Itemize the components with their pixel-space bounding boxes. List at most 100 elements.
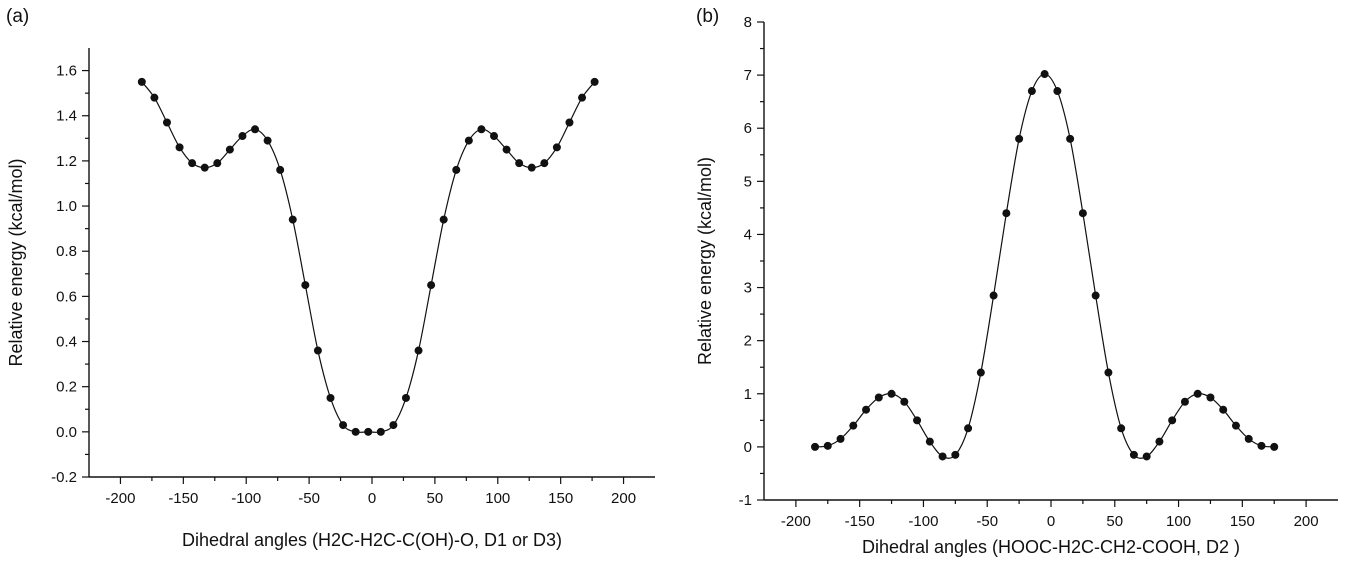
data-point [849, 421, 858, 430]
y-tick-label: 1.4 [56, 108, 77, 125]
y-axis-title: Relative energy (kcal/mol) [6, 158, 26, 366]
data-point [213, 159, 222, 168]
data-point [862, 405, 871, 414]
data-point [1104, 368, 1113, 377]
data-point [1002, 209, 1011, 218]
data-point [1027, 87, 1036, 96]
y-tick-label: -1 [739, 492, 752, 509]
data-point [1129, 450, 1138, 459]
x-tick-label: 200 [1294, 513, 1319, 530]
y-tick-label: 3 [744, 280, 752, 297]
data-point [477, 125, 486, 134]
data-point [351, 427, 360, 436]
x-tick-label: 100 [1166, 513, 1191, 530]
y-tick-label: 7 [744, 67, 752, 84]
data-point [490, 132, 499, 141]
data-point [389, 421, 398, 430]
data-point [1078, 209, 1087, 218]
data-point [439, 215, 448, 224]
x-tick-label: 0 [1047, 513, 1055, 530]
chart-a-svg: -200 -150 -100 -50 0 50 100 150 200 -0.2 0.0 0.2 0.4… [6, 48, 655, 550]
chart-b-svg: -200 -150 -100 -50 0 50 100 150 200 -1 0 1 2 3 4 5 6 7 8 Di… [695, 14, 1338, 557]
y-tick-label: 0.0 [56, 424, 77, 441]
data-point [527, 163, 536, 172]
data-point [925, 437, 934, 446]
data-point [1091, 291, 1100, 300]
data-point [938, 452, 947, 461]
data-point [464, 136, 473, 145]
data-point [578, 93, 587, 102]
x-tick-label: 100 [485, 490, 510, 507]
data-point [887, 389, 896, 398]
data-point [590, 77, 599, 86]
data-point [515, 159, 524, 168]
data-point [1206, 393, 1215, 402]
data-point [1168, 416, 1177, 425]
data-point [326, 393, 335, 402]
data-point [1066, 134, 1075, 143]
panel-label: (a) [6, 6, 30, 27]
series-line [814, 73, 1275, 459]
data-point [276, 165, 285, 174]
data-point [414, 346, 423, 355]
x-axis-title: Dihedral angles (H2C-H2C-C(OH)-O, D1 or … [182, 530, 562, 550]
x-tick-label: 50 [427, 490, 444, 507]
data-point [364, 427, 373, 436]
y-tick-label: 1 [744, 386, 752, 403]
data-point [427, 281, 436, 290]
x-tick-label: -150 [168, 490, 198, 507]
y-tick-label: 5 [744, 173, 752, 190]
data-point [1040, 70, 1049, 79]
x-tick-label: -150 [845, 513, 875, 530]
data-point [225, 145, 234, 154]
data-point [1231, 421, 1240, 430]
x-tick-label: -100 [231, 490, 261, 507]
y-tick-label: 1.0 [56, 198, 77, 215]
data-point [1180, 397, 1189, 406]
y-tick-label: 0.2 [56, 379, 77, 396]
data-point [964, 424, 973, 433]
y-tick-label: -0.2 [51, 469, 77, 486]
data-point [1015, 134, 1024, 143]
data-point [200, 163, 209, 172]
x-tick-label: 50 [1106, 513, 1123, 530]
series-line [141, 81, 596, 433]
data-point [1244, 434, 1253, 443]
data-point [1257, 441, 1266, 450]
y-tick-label: 0.4 [56, 334, 77, 351]
x-tick-label: 0 [368, 490, 376, 507]
data-point [401, 393, 410, 402]
data-point [540, 159, 549, 168]
data-point [874, 393, 883, 402]
data-point [238, 132, 247, 141]
data-point [1142, 452, 1151, 461]
x-tick-label: -100 [908, 513, 938, 530]
x-axis-title: Dihedral angles (HOOC-H2C-CH2-COOH, D2 ) [862, 537, 1240, 557]
data-point [137, 77, 146, 86]
data-point [376, 427, 385, 436]
y-tick-label: 0.8 [56, 243, 77, 260]
y-tick-label: 2 [744, 333, 752, 350]
data-point [301, 281, 310, 290]
data-point [313, 346, 322, 355]
y-tick-label: 0 [744, 439, 752, 456]
chart-panel-a: (a) -200 -150 -100 -50 0 50 100 150 200 -0.2 0.0 0.… [6, 6, 655, 550]
data-point [452, 165, 461, 174]
data-point [1193, 389, 1202, 398]
x-tick-label: -200 [781, 513, 811, 530]
data-point [1219, 405, 1228, 414]
y-tick-label: 1.6 [56, 63, 77, 80]
data-point [976, 368, 985, 377]
data-point [263, 136, 272, 145]
x-tick-label: -200 [105, 490, 135, 507]
x-tick-label: -50 [298, 490, 320, 507]
y-tick-label: 0.6 [56, 288, 77, 305]
data-point [913, 416, 922, 425]
data-point [951, 450, 960, 459]
y-tick-label: 4 [744, 226, 752, 243]
y-tick-label: 8 [744, 14, 752, 31]
data-point [150, 93, 159, 102]
y-axis-title: Relative energy (kcal/mol) [695, 157, 715, 365]
data-point [900, 397, 909, 406]
data-point [288, 215, 297, 224]
